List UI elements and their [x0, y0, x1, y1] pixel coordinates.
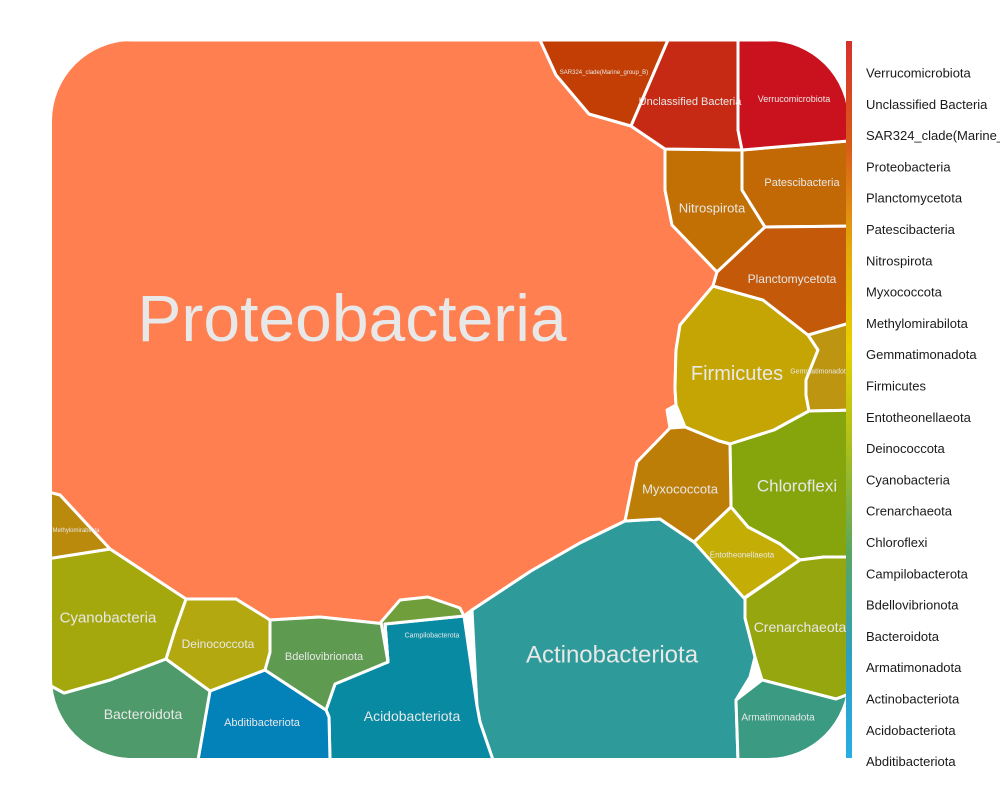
cell-label-methylomirabilota: Methylomirabilota	[52, 528, 100, 534]
cell-myxococcota	[623, 425, 733, 544]
legend-item-sar324-clade-marine: SAR324_clade(Marine_	[866, 128, 1000, 143]
legend-item-crenarchaeota: Crenarchaeota	[866, 504, 953, 519]
cell-cyanobacteria	[52, 547, 188, 695]
cell-methylomirabilota	[52, 488, 112, 562]
legend-item-chloroflexi: Chloroflexi	[866, 535, 928, 550]
legend-item-bacteroidota: Bacteroidota	[866, 629, 940, 644]
legend: Verrucomicrobiota Unclassified Bacteria SA…	[866, 66, 1000, 770]
legend-item-deinococcota: Deinococcota	[866, 441, 946, 456]
legend-color-bar	[846, 41, 852, 758]
cell-campilobacterota	[379, 595, 466, 664]
legend-item-entotheonellaeota: Entotheonellaeota	[866, 410, 972, 425]
legend-item-myxococcota: Myxococcota	[866, 285, 943, 300]
cell-label-armatimonadota: Armatimonadota	[741, 713, 815, 724]
cell-label-firmicutes: Firmicutes	[691, 363, 783, 385]
legend-item-verrucomicrobiota: Verrucomicrobiota	[866, 66, 972, 81]
cell-label-crenarchaeota: Crenarchaeota	[754, 619, 847, 635]
legend-item-nitrospirota: Nitrospirota	[866, 253, 933, 268]
cell-crenarchaeota	[743, 555, 848, 701]
cell-label-proteobacteria: Proteobacteria	[137, 281, 567, 355]
cell-label-acidobacteriota: Acidobacteriota	[364, 708, 461, 724]
legend-item-abditibacteriota: Abditibacteriota	[866, 754, 956, 769]
legend-item-planctomycetota: Planctomycetota	[866, 191, 963, 206]
cell-label-planctomycetota: Planctomycetota	[748, 272, 837, 286]
cell-label-nitrospirota: Nitrospirota	[679, 201, 746, 216]
cell-sar324-clade-marine-group-b	[538, 41, 670, 128]
cell-label-unclassified-bacteria: Unclassified Bacteria	[639, 96, 743, 108]
cell-label-gemmatimonadota: Gemmatimonadota	[790, 369, 850, 376]
cell-label-abditibacteriota: Abditibacteriota	[224, 717, 301, 729]
legend-item-methylomirabilota: Methylomirabilota	[866, 316, 969, 331]
legend-item-unclassified-bacteria: Unclassified Bacteria	[866, 97, 988, 112]
cells-layer	[52, 41, 848, 758]
cell-label-verrucomicrobiota: Verrucomicrobiota	[758, 94, 831, 104]
cell-planctomycetota	[711, 224, 848, 337]
cell-label-chloroflexi: Chloroflexi	[757, 477, 837, 496]
legend-item-actinobacteriota: Actinobacteriota	[866, 692, 960, 707]
cell-label-actinobacteriota: Actinobacteriota	[526, 642, 699, 669]
legend-item-proteobacteria: Proteobacteria	[866, 159, 951, 174]
cell-label-cyanobacteria: Cyanobacteria	[60, 610, 157, 627]
cell-label-deinococcota: Deinococcota	[182, 637, 255, 651]
legend-item-bdellovibrionota: Bdellovibrionota	[866, 598, 959, 613]
legend-item-cyanobacteria: Cyanobacteria	[866, 472, 951, 487]
cell-label-bacteroidota: Bacteroidota	[104, 706, 183, 722]
legend-item-armatimonadota: Armatimonadota	[866, 660, 962, 675]
legend-item-gemmatimonadota: Gemmatimonadota	[866, 347, 977, 362]
cell-label-sar324-clade-marine-group-b: SAR324_clade(Marine_group_B)	[560, 70, 648, 76]
legend-item-acidobacteriota: Acidobacteriota	[866, 723, 956, 738]
labels-layer: Proteobacteria Actinobacteriota Acidobacte…	[52, 70, 850, 729]
cell-label-campilobacterota: Campilobacterota	[405, 633, 460, 640]
legend-item-firmicutes: Firmicutes	[866, 379, 926, 394]
legend-item-patescibacteria: Patescibacteria	[866, 222, 956, 237]
cell-label-bdellovibrionota: Bdellovibrionota	[285, 651, 364, 663]
cell-label-patescibacteria: Patescibacteria	[764, 177, 840, 189]
legend-item-campilobacterota: Campilobacterota	[866, 566, 969, 581]
cell-label-myxococcota: Myxococcota	[642, 482, 719, 497]
cell-label-entotheonellaeota: Entotheonellaeota	[710, 551, 775, 560]
